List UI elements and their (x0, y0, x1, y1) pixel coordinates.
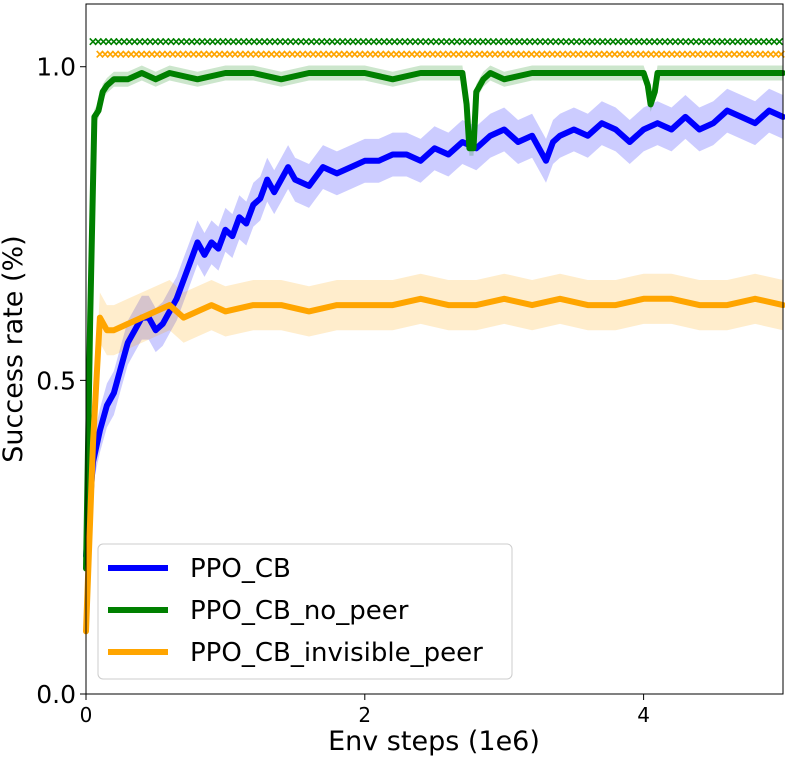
marker-ppo-cb-no-peer (775, 37, 784, 46)
y-axis-ticks: 0.0 0.5 1.0 (36, 53, 86, 709)
plot-frame (85, 3, 784, 695)
line-ppo-cb-invisible-peer (83, 295, 785, 635)
legend: PPO_CB PPO_CB_no_peer PPO_CB_invisible_p… (97, 543, 513, 680)
x-axis-title: Env steps (1e6) (328, 726, 540, 757)
y-tick-label: 0.0 (36, 680, 76, 709)
marker-rows (89, 37, 785, 58)
legend-label-ppo-cb-no-peer: PPO_CB_no_peer (190, 596, 409, 626)
legend-label-ppo-cb: PPO_CB (190, 554, 291, 584)
x-tick-label: 4 (637, 703, 650, 727)
x-axis-ticks: 0 2 4 (80, 694, 650, 727)
line-ppo-cb-no-peer (83, 70, 785, 572)
x-tick-label: 2 (358, 703, 371, 727)
legend-box (97, 543, 513, 680)
band-ppo-cb (86, 88, 783, 578)
series-lines (83, 70, 785, 635)
y-axis-title: Success rate (%) (0, 235, 29, 462)
legend-label-ppo-cb-invisible-peer: PPO_CB_invisible_peer (190, 638, 483, 668)
y-tick-label: 1.0 (36, 53, 76, 82)
x-tick-label: 0 (80, 703, 93, 727)
line-ppo-cb (83, 107, 785, 559)
y-tick-label: 0.5 (36, 366, 76, 395)
